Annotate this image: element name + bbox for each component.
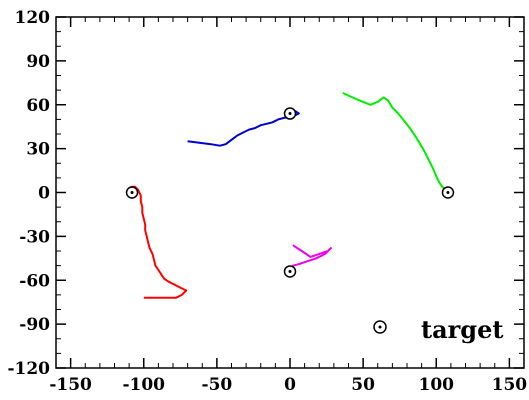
y-tick-label: -60 [19,271,50,291]
series-line-1 [128,185,188,299]
x-tick-label: 150 [492,375,528,395]
y-tick-label: 90 [26,52,50,72]
y-tick-label: 120 [15,8,51,28]
legend-marker [373,320,387,334]
legend-label: target [421,315,503,344]
target-marker-dot [446,191,450,194]
legend-marker-dot [378,325,382,329]
y-tick-labels: -120 -90 -60 -30 0 30 60 90 120 [7,8,50,379]
x-tick-label: -50 [202,375,233,395]
x-tick-label: -150 [49,375,92,395]
series-line-2 [342,92,449,194]
target-marker-dot [130,191,134,194]
y-tick-label: -90 [19,315,50,335]
x-tick-label: 100 [419,375,455,395]
target-marker-dot [288,269,292,273]
x-tick-label: 50 [351,375,375,395]
axis-ticks [55,16,525,369]
x-tick-labels: -150 -100 -50 0 50 100 150 [49,375,527,395]
y-tick-label: 0 [38,184,50,204]
series-line-4 [289,244,332,272]
x-tick-label: -100 [122,375,165,395]
x-tick-label: 0 [284,375,296,395]
legend: target [373,315,503,344]
y-tick-label: 30 [26,140,50,160]
target-markers [125,107,455,278]
y-tick-label: -30 [19,227,50,247]
y-tick-label: 60 [26,96,50,116]
y-tick-label: -120 [7,359,50,379]
target-marker-dot [288,112,292,116]
